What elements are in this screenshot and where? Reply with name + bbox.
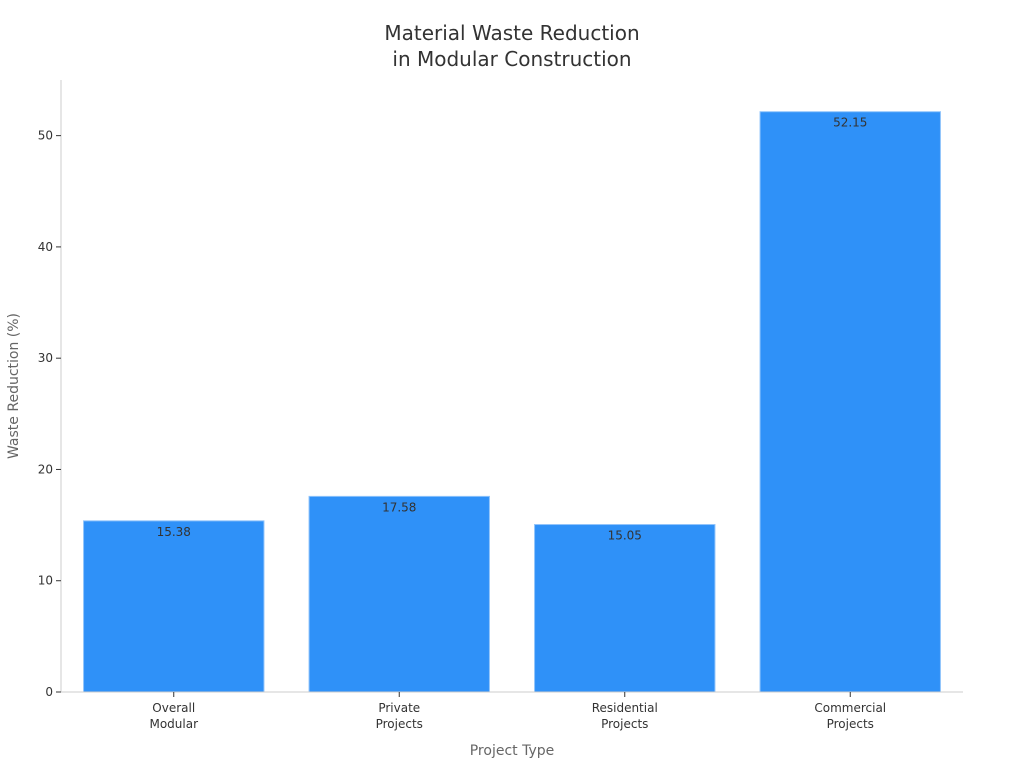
y-tick-label: 0 [45, 685, 53, 699]
bar [308, 495, 490, 693]
bar [759, 111, 941, 693]
bars-group: 15.38 17.58 15.05 52.15 [83, 111, 941, 693]
bar [534, 524, 716, 693]
y-tick-label: 30 [38, 351, 53, 365]
x-tick-label: Overall Modular [149, 701, 198, 731]
x-axis-title: Project Type [470, 743, 555, 759]
chart-title-line-1: Material Waste Reduction [384, 21, 640, 45]
bar-value-label: 15.38 [157, 525, 191, 539]
bar-value-label: 17.58 [382, 500, 416, 514]
x-tick-label: Commercial Projects [814, 701, 886, 731]
x-axis: Overall Modular Private Projects Residential… [61, 691, 963, 731]
x-tick-label: Private Projects [376, 701, 423, 731]
y-tick-label: 50 [38, 129, 53, 143]
y-tick-label: 10 [38, 574, 53, 588]
y-axis: 0 10 20 30 40 50 [38, 80, 62, 699]
bar-value-label: 15.05 [608, 529, 642, 543]
x-tick-label: Residential Projects [592, 701, 658, 731]
y-axis-title: Waste Reduction (%) [6, 313, 22, 459]
bar [83, 520, 265, 693]
y-tick-label: 40 [38, 240, 53, 254]
chart-title: Material Waste Reduction in Modular Cons… [0, 20, 1024, 72]
chart-title-line-2: in Modular Construction [392, 47, 632, 71]
bar-value-label: 52.15 [833, 116, 867, 130]
y-tick-label: 20 [38, 462, 53, 476]
